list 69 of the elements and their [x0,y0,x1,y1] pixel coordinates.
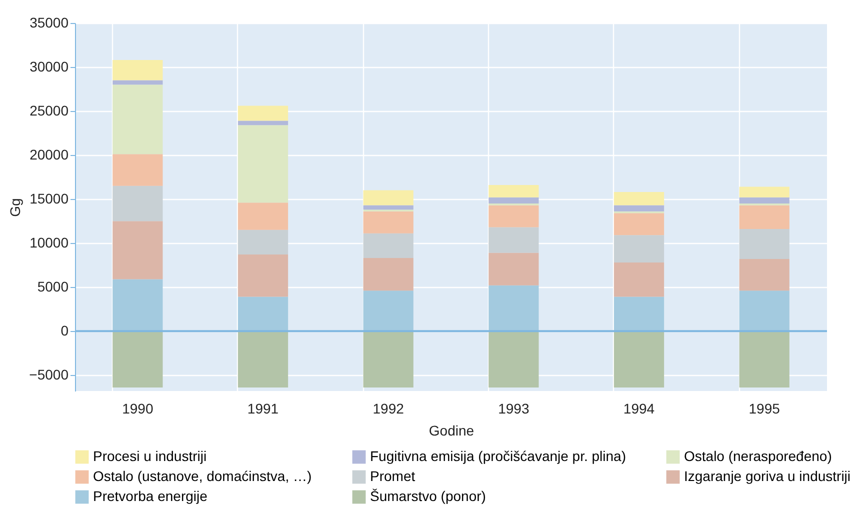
bar [488,184,539,198]
bar [488,252,539,286]
y-tick-label: 0 [60,322,69,339]
bar [614,192,664,206]
bar [614,205,664,212]
bar [488,285,539,332]
bar [238,202,288,230]
bar [363,190,414,206]
bar [238,120,288,126]
legend-label: Pretvorba energije [93,488,208,504]
bar [488,197,539,204]
bar [614,213,664,236]
bar [488,227,539,253]
bar [739,258,790,291]
bar [112,186,163,222]
y-tick-label: 20000 [30,146,69,163]
legend-label: Šumarstvo (ponor) [370,488,486,504]
y-tick-label: 10000 [30,234,69,251]
bar [614,262,664,297]
bar [739,229,790,259]
y-tick-label: −5000 [29,366,69,383]
bar [238,254,288,297]
legend-label: Fugitivna emisija (pročišćavanje pr. plina) [370,448,626,464]
bar [112,279,163,332]
y-tick-label: 15000 [30,190,69,207]
bar [488,205,539,228]
bar [614,296,664,332]
bar [112,80,163,85]
x-tick-label: 1993 [498,400,530,416]
y-tick-label: 5000 [37,278,69,295]
x-tick-label: 1992 [372,400,404,416]
legend-label: Ostalo (neraspoređeno) [684,448,832,464]
x-tick-label: 1990 [122,400,154,416]
bar [363,205,414,210]
y-axis-title: Gg [7,198,24,217]
legend-label: Procesi u industriji [93,448,207,464]
bar [739,186,790,198]
legend-label: Ostalo (ustanove, domaćinstva, …) [93,468,312,484]
bar [739,331,790,388]
bar [238,106,288,121]
y-tick-label: 30000 [30,58,69,75]
bar [488,331,539,388]
bar [739,205,790,230]
bar [112,154,163,186]
bar [363,211,414,234]
bar [614,331,664,388]
x-tick-label: 1995 [748,400,780,416]
bar [363,290,414,332]
bar [739,197,790,204]
bar [112,60,163,80]
bar [363,233,414,258]
bar [238,296,288,332]
bar [363,258,414,291]
x-axis-title: Godine [428,422,474,438]
legend-label: Promet [370,468,416,484]
legend-label: Izgaranje goriva u industriji [684,468,851,484]
x-tick-label: 1991 [247,400,279,416]
bar [238,230,288,255]
x-tick-label: 1994 [623,400,655,416]
bar [238,125,288,203]
y-tick-label: 25000 [30,102,69,119]
bar [112,331,163,388]
bar [112,221,163,280]
bar [739,290,790,332]
bar [112,84,163,154]
bar [238,331,288,388]
bar [363,331,414,388]
bar [614,235,664,262]
y-tick-label: 35000 [30,14,69,30]
